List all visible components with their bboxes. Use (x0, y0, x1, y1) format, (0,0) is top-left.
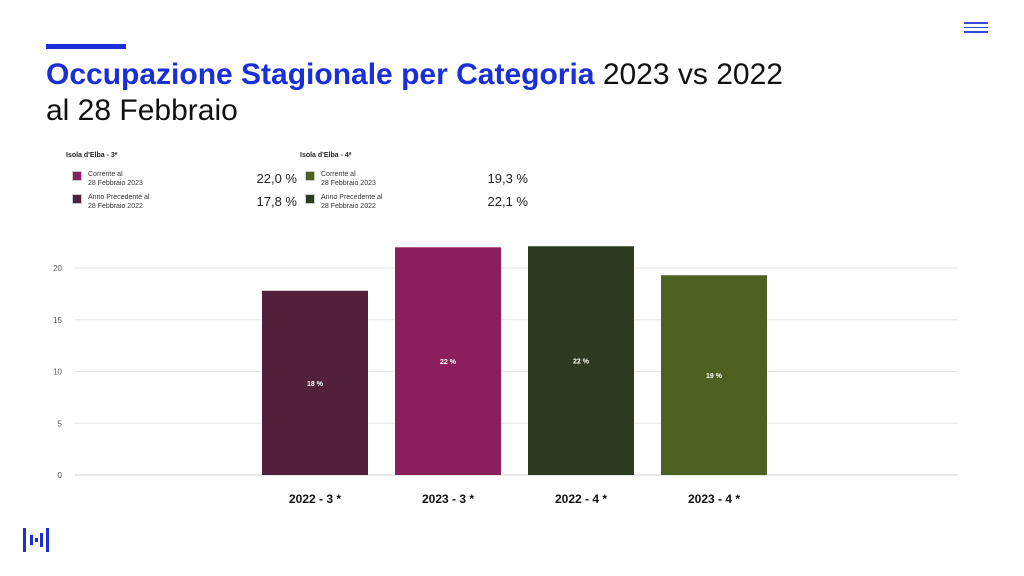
title-line2: al 28 Febbraio (46, 94, 238, 127)
y-tick-label: 0 (58, 471, 63, 480)
title-accent-bar (46, 44, 126, 49)
page-title: Occupazione Stagionale per Categoria 202… (46, 57, 783, 129)
legend-value-3star-previous: 17,8 % (256, 194, 297, 209)
legend-swatch (72, 171, 82, 181)
legend-line2: 28 Febbraio 2023 (88, 180, 143, 187)
legend-value-4star-previous: 22,1 % (487, 194, 528, 209)
legend-line1: Corrente al (88, 171, 123, 178)
legend-item-3star-previous: Anno Precedente al 28 Febbraio 2022 (72, 193, 150, 211)
bar-data-label: 18 % (307, 381, 324, 388)
bar-data-label: 22 % (573, 359, 590, 366)
x-category-label: 2022 - 3 * (289, 492, 341, 506)
legend-value-3star-current: 22,0 % (256, 171, 297, 186)
legend-line1: Corrente al (321, 171, 356, 178)
legend-heading-4star: Isola d'Elba - 4* (300, 152, 352, 159)
x-category-label: 2023 - 3 * (422, 492, 474, 506)
legend-item-4star-current: Corrente al 28 Febbraio 2023 (305, 170, 376, 188)
x-category-label: 2023 - 4 * (688, 492, 740, 506)
title-rest: 2023 vs 2022 (602, 58, 783, 91)
legend-line2: 28 Febbraio 2022 (321, 203, 376, 210)
x-category-label: 2022 - 4 * (555, 492, 607, 506)
y-tick-label: 5 (58, 419, 63, 428)
bar-data-label: 19 % (706, 373, 723, 380)
menu-icon[interactable] (964, 22, 988, 34)
legend-line2: 28 Febbraio 2022 (88, 203, 143, 210)
brand-logo-icon (23, 528, 49, 552)
legend-item-3star-current: Corrente al 28 Febbraio 2023 (72, 170, 143, 188)
legend-item-4star-previous: Anno Precedente al 28 Febbraio 2022 (305, 193, 383, 211)
legend-line1: Anno Precedente al (321, 194, 383, 201)
legend-heading-3star: Isola d'Elba - 3* (66, 152, 118, 159)
y-tick-label: 20 (53, 264, 62, 273)
y-tick-label: 15 (53, 316, 62, 325)
bar-data-label: 22 % (440, 359, 457, 366)
legend-line1: Anno Precedente al (88, 194, 150, 201)
bar (262, 290, 368, 475)
bar (661, 275, 767, 475)
legend-swatch (72, 194, 82, 204)
bar-chart: 0 5 10 15 20 18 % 2022 - 3 * 22 % 2023 - 3 * 22 %… (53, 246, 958, 506)
title-strong: Occupazione Stagionale per Categoria (46, 58, 595, 91)
y-tick-label: 10 (53, 368, 62, 377)
legend-line2: 28 Febbraio 2023 (321, 180, 376, 187)
bar (528, 246, 634, 475)
legend-swatch (305, 194, 315, 204)
legend-value-4star-current: 19,3 % (487, 171, 528, 186)
legend-swatch (305, 171, 315, 181)
bar (395, 247, 501, 475)
